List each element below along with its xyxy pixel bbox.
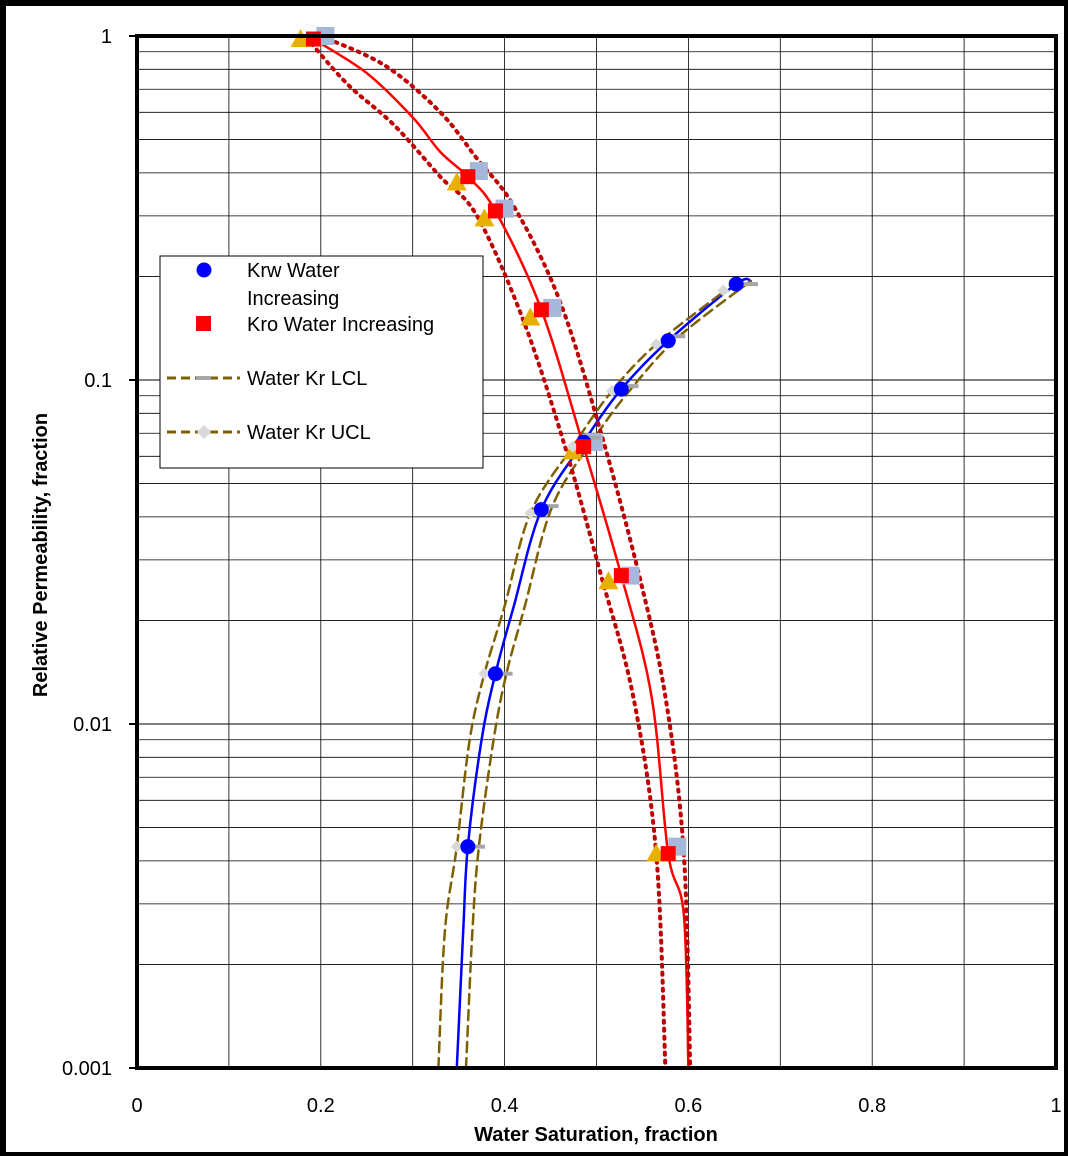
data-point-square — [613, 568, 629, 584]
data-point-triangle — [598, 571, 619, 590]
tick-label-layer: 0 0.2 0.4 0.6 0.8 1 0.001 0.01 0.1 1 — [62, 26, 1062, 1117]
data-point-dash — [584, 435, 601, 440]
y-tick-label: 0.001 — [62, 1058, 112, 1080]
legend-marker-ucl — [197, 425, 211, 439]
data-point-diamond — [478, 667, 491, 680]
series-line-solid — [312, 37, 690, 1070]
data-point-circle — [613, 381, 629, 397]
data-point-square — [576, 439, 592, 455]
data-point-diamond — [717, 284, 730, 297]
data-point-diamond — [566, 440, 579, 453]
x-tick-label: 0.8 — [858, 1095, 886, 1117]
data-point-dash — [496, 671, 513, 676]
series-line-dashed — [437, 289, 727, 1070]
data-point-triangle — [520, 307, 541, 326]
data-point-square — [460, 169, 476, 185]
data-point-dash — [669, 334, 686, 339]
legend-marker-krw — [196, 262, 212, 278]
data-point-circle — [487, 666, 503, 682]
chart-area-background — [6, 6, 1064, 1152]
data-point-diamond — [650, 338, 663, 351]
y-axis-title: Relative Permeability, fraction — [30, 413, 52, 697]
x-tick-label: 0 — [131, 1095, 142, 1117]
legend-marker-kro — [196, 316, 211, 331]
plot-frame — [135, 34, 1058, 1070]
y-tick-label: 0.01 — [73, 714, 112, 736]
y-tick-label: 0.1 — [84, 370, 112, 392]
legend-label-ucl: Water Kr UCL — [247, 422, 371, 444]
data-point-dash — [542, 504, 559, 509]
data-point-square — [660, 846, 676, 862]
series-line-dashed — [464, 279, 753, 1070]
legend-label-krw-line1: Krw Water — [247, 260, 340, 282]
data-point-square — [533, 302, 549, 318]
data-point-circle — [533, 502, 549, 518]
data-point-square — [487, 203, 503, 219]
series-layer — [290, 27, 758, 1070]
data-point-triangle — [290, 29, 311, 48]
x-axis-title: Water Saturation, fraction — [474, 1124, 718, 1146]
x-tick-label: 0.4 — [491, 1095, 519, 1117]
data-point-circle — [728, 276, 744, 292]
data-point-triangle — [446, 172, 467, 191]
data-point-circle — [660, 333, 676, 349]
data-point-dash — [741, 282, 758, 287]
legend-label-kro: Kro Water Increasing — [247, 314, 434, 336]
legend-label-lcl: Water Kr LCL — [247, 368, 367, 390]
legend-marker-lcl — [196, 376, 211, 380]
legend-label-krw-line2: Increasing — [247, 288, 339, 310]
data-point-triangle — [474, 208, 495, 227]
series-line-dotted — [318, 34, 693, 1070]
legend: Krw Water Increasing Kro Water Increasin… — [159, 255, 484, 469]
x-tick-label: 0.2 — [307, 1095, 335, 1117]
data-point-diamond — [524, 507, 537, 520]
data-point-diamond — [450, 840, 463, 853]
x-tick-label: 1 — [1050, 1095, 1061, 1117]
data-point-square — [305, 31, 321, 47]
x-tick-label: 0.6 — [674, 1095, 702, 1117]
y-tick-label: 1 — [101, 26, 112, 48]
series-line-dotted — [309, 41, 668, 1070]
data-point-dash — [469, 844, 486, 849]
data-point-dash — [622, 384, 639, 389]
data-point-circle — [460, 839, 476, 855]
